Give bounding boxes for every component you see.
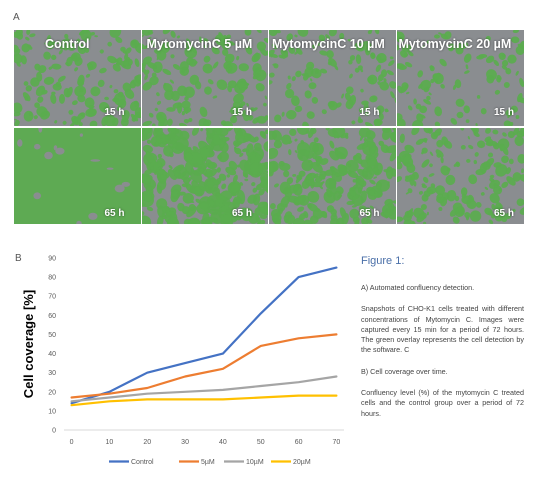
legend-label: 5µM (201, 459, 215, 466)
series-line-1 (70, 333, 338, 399)
x-tick-label: 0 (70, 439, 74, 446)
time-label: 15 h (231, 107, 252, 118)
figure-title: Figure 1: (361, 255, 405, 267)
x-tick-label: 30 (181, 439, 189, 446)
condition-label: MytomycinC 10 µM (272, 37, 385, 51)
micrograph-late-3: 65 h (396, 128, 524, 224)
micrograph-late-2: 65 h (269, 128, 396, 224)
micrograph-early-3: MytomycinC 20 µM 15 h (396, 30, 524, 126)
y-tick-label: 40 (48, 351, 56, 358)
cell-overlay (141, 128, 268, 224)
legend-label: 20µM (293, 459, 311, 466)
y-axis-title: Cell coverage [%] (21, 290, 36, 398)
micrograph-early-2: MytomycinC 10 µM 15 h (269, 30, 396, 126)
x-tick-label: 60 (295, 439, 303, 446)
micrograph-late-0: 65 h (14, 128, 141, 224)
y-tick-label: 60 (48, 313, 56, 320)
caption-paragraph: A) Automated confluency detection. (361, 283, 475, 292)
series-line-3 (70, 394, 338, 407)
series-line-0 (70, 266, 338, 405)
micrograph-early-0: Control 15 h (14, 30, 141, 126)
y-tick-label: 10 (48, 408, 56, 415)
x-tick-label: 40 (219, 439, 227, 446)
condition-label: MytomycinC 20 µM (398, 37, 512, 51)
time-label: 15 h (359, 107, 380, 118)
time-label: 65 h (231, 208, 252, 219)
x-tick-label: 70 (333, 439, 341, 446)
y-tick-label: 50 (48, 332, 56, 339)
cell-overlay (396, 128, 524, 224)
series-line-2 (70, 375, 338, 403)
y-tick-label: 30 (48, 370, 56, 377)
panel-b-letter: B (15, 253, 22, 264)
caption-paragraph: Snapshots of CHO-K1 cells treated with d… (361, 304, 524, 355)
cell-overlay (396, 30, 524, 126)
y-tick-label: 70 (48, 294, 56, 301)
x-tick-label: 20 (143, 439, 151, 446)
time-label: 65 h (493, 208, 514, 219)
micrograph-early-1: MytomycinC 5 µM 15 h (141, 30, 268, 126)
y-tick-label: 0 (52, 428, 56, 435)
time-label: 15 h (104, 107, 125, 118)
caption-paragraph: Confluency level (%) of the mytomycin C … (361, 388, 524, 418)
time-label: 65 h (359, 208, 380, 219)
time-label: 15 h (493, 107, 514, 118)
y-tick-label: 20 (48, 389, 56, 396)
cell-coverage-line-chart: 0 10 20 30 40 50 60 70 80 90 0 10 20 30 40 50 60 70 Cell c… (21, 256, 344, 466)
x-tick-label: 10 (106, 439, 114, 446)
cell-overlay (14, 30, 141, 126)
cell-overlay (141, 30, 268, 126)
legend-label: 10µM (246, 459, 264, 466)
cell-overlay (269, 30, 396, 126)
cell-overlay (269, 128, 396, 224)
caption-paragraph: B) Cell coverage over time. (361, 366, 448, 376)
condition-label: Control (45, 37, 90, 51)
legend-label: Control (131, 459, 154, 466)
microscopy-image-grid: Control 15 h MytomycinC 5 µM 15 h MytomycinC… (14, 30, 524, 224)
y-tick-label: 90 (48, 256, 56, 263)
panel-a-letter: A (13, 12, 20, 23)
x-tick-label: 50 (257, 439, 265, 446)
y-tick-label: 80 (48, 275, 56, 282)
condition-label: MytomycinC 5 µM (146, 37, 253, 51)
micrograph-late-1: 65 h (141, 128, 268, 224)
figure-caption: Figure 1: A) Automated confluency detect… (361, 255, 524, 430)
time-label: 65 h (104, 208, 125, 219)
cell-overlay (14, 128, 141, 224)
